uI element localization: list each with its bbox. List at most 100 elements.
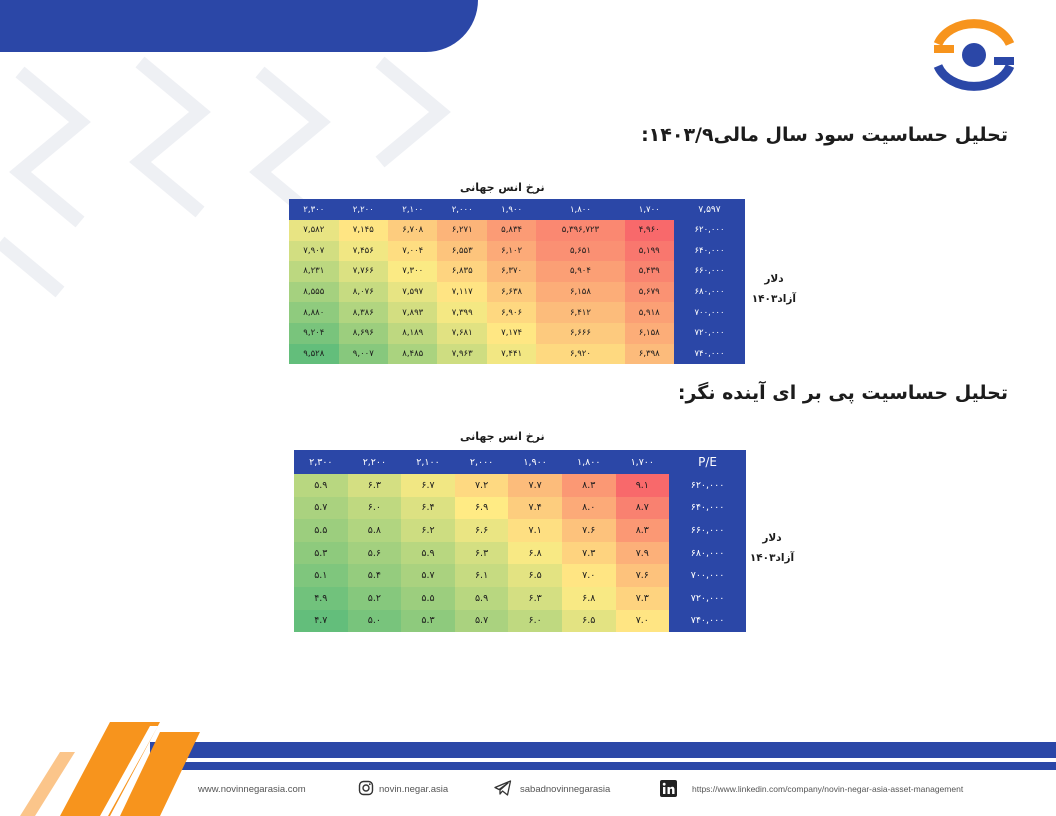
footer-linkedin[interactable]: https://www.linkedin.com/company/novin-n… (692, 784, 964, 794)
row-header: ۶۸۰,۰۰۰ (673, 281, 745, 303)
table-cell: ۸.۳ (561, 474, 616, 497)
table-cell: ۵,۳۹۶,۷۲۳ (536, 220, 625, 241)
row-header: ۶۶۰,۰۰۰ (673, 261, 745, 282)
table-cell: ۶.۰ (508, 609, 562, 633)
row-header: ۷۰۰,۰۰۰ (673, 302, 745, 323)
column-header: ۲,۲۰۰ (347, 450, 402, 474)
footer-website[interactable]: www.novinnegarasia.com (198, 784, 306, 795)
table-cell: ۵.۷ (454, 609, 509, 633)
column-header: ۱,۷۰۰ (615, 450, 670, 474)
row-header: ۶۶۰,۰۰۰ (669, 519, 746, 542)
table-cell: ۷,۳۰۰ (388, 261, 438, 282)
profit-sensitivity-table: ۷,۵۹۷ ۱,۷۰۰ ۱,۸۰۰ ۱,۹۰۰ ۲,۰۰۰ ۲,۱۰۰ ۲,۲۰… (289, 199, 745, 365)
table-cell: ۶.۳ (454, 541, 509, 565)
footer-instagram[interactable]: novin.negar.asia (379, 784, 449, 795)
table-cell: ۵.۷ (401, 564, 455, 587)
table-cell: ۵,۸۳۴ (486, 220, 537, 241)
table-cell: ۶,۳۹۸ (624, 343, 674, 365)
footer-telegram[interactable]: sabadnovinnegarasia (520, 784, 611, 795)
row-header: ۶۲۰,۰۰۰ (669, 474, 746, 497)
table-cell: ۷.۲ (454, 474, 509, 497)
table-cell: ۷.۱ (508, 519, 562, 542)
table-row: ۶۲۰,۰۰۰ ۹.۱ ۸.۳ ۷.۷ ۷.۲ ۶.۷ ۶.۳ ۵.۹ (294, 474, 746, 497)
table-cell: ۶.۷ (401, 474, 455, 497)
table-cell: ۵.۹ (454, 586, 509, 610)
table-cell: ۵.۶ (347, 541, 402, 565)
table-cell: ۵.۵ (401, 586, 455, 610)
table-cell: ۸,۵۵۵ (289, 281, 339, 303)
table-cell: ۸,۸۸۰ (289, 302, 339, 323)
table-cell: ۶,۱۵۸ (536, 281, 625, 303)
table-cell: ۶,۶۳۸ (486, 281, 537, 303)
table-row: ۷۰۰,۰۰۰ ۵,۹۱۸ ۶,۴۱۲ ۶,۹۰۶ ۷,۳۹۹ ۷,۸۹۳ ۸,۳۸۶ ۸,۸… (289, 302, 745, 323)
table-cell: ۷.۷ (508, 474, 562, 497)
table-body: ۶۲۰,۰۰۰ ۴,۹۶۰ ۵,۳۹۶,۷۲۳ ۵,۸۳۴ ۶,۲۷۱ ۶,۷۰۸ ۷,۱۴… (289, 220, 745, 365)
table-cell: ۵,۱۹۹ (624, 240, 674, 262)
table-cell: ۵.۲ (347, 586, 402, 610)
row-title-line: دلار (764, 273, 784, 285)
corner-cell: ۷,۵۹۷ (673, 199, 745, 220)
table-cell: ۶,۶۶۶ (536, 322, 625, 344)
table-header-row: ۷,۵۹۷ ۱,۷۰۰ ۱,۸۰۰ ۱,۹۰۰ ۲,۰۰۰ ۲,۱۰۰ ۲,۲۰… (289, 199, 745, 220)
table-row: ۶۸۰,۰۰۰ ۷.۹ ۷.۳ ۶.۸ ۶.۳ ۵.۹ ۵.۶ ۵.۳ (294, 541, 746, 565)
table-1-column-title: نرخ انس جهانی (460, 181, 545, 194)
table-cell: ۷.۰ (615, 609, 670, 633)
row-header: ۶۴۰,۰۰۰ (673, 240, 745, 262)
instagram-icon[interactable] (358, 780, 374, 796)
table-cell: ۸,۲۳۱ (289, 261, 339, 282)
telegram-icon[interactable] (494, 780, 512, 796)
table-cell: ۷,۱۴۵ (338, 220, 389, 241)
table-cell: ۹.۱ (615, 474, 670, 497)
table-cell: ۷,۶۸۱ (437, 322, 487, 344)
table-cell: ۴,۹۶۰ (624, 220, 674, 241)
table-cell: ۶.۳ (508, 586, 562, 610)
table-row: ۷۰۰,۰۰۰ ۷.۶ ۷.۰ ۶.۵ ۶.۱ ۵.۷ ۵.۴ ۵.۱ (294, 564, 746, 587)
table-cell: ۷.۳ (615, 586, 670, 610)
row-title-line: دلار (762, 532, 782, 544)
profit-sensitivity-heading: تحلیل حساسیت سود سال مالی۱۴۰۳/۹: (641, 124, 1008, 146)
table-cell: ۷,۴۴۱ (486, 343, 537, 365)
column-header: ۲,۲۰۰ (338, 199, 389, 220)
table-cell: ۶,۱۵۸ (624, 322, 674, 344)
table-cell: ۶.۸ (508, 541, 562, 565)
table-cell: ۶,۲۷۱ (437, 220, 487, 241)
table-body: ۶۲۰,۰۰۰ ۹.۱ ۸.۳ ۷.۷ ۷.۲ ۶.۷ ۶.۳ ۵.۹ ۶۴۰,۰۰۰ ۸.۷ ۸.… (294, 474, 746, 633)
table-cell: ۶,۵۵۳ (437, 240, 487, 262)
row-header: ۷۲۰,۰۰۰ (669, 586, 746, 610)
footer-stripes (20, 722, 1056, 816)
table-cell: ۶,۱۰۲ (486, 240, 537, 262)
table-cell: ۷.۰ (561, 564, 616, 587)
table-cell: ۸.۷ (615, 496, 670, 520)
table-cell: ۵,۴۳۹ (624, 261, 674, 282)
table-cell: ۸,۶۹۶ (338, 322, 389, 344)
table-cell: ۷,۹۶۳ (437, 343, 487, 365)
table-cell: ۶,۴۱۲ (536, 302, 625, 323)
table-2-column-title: نرخ انس جهانی (460, 430, 545, 443)
table-cell: ۸,۰۷۶ (338, 281, 389, 303)
table-cell: ۶.۹ (454, 496, 509, 520)
table-cell: ۹,۰۰۷ (338, 343, 389, 365)
table-cell: ۵.۹ (401, 541, 455, 565)
column-header: ۲,۳۰۰ (294, 450, 348, 474)
table-cell: ۶.۴ (401, 496, 455, 520)
table-cell: ۶.۰ (347, 496, 402, 520)
table-cell: ۵.۴ (347, 564, 402, 587)
table-cell: ۵.۳ (401, 609, 455, 633)
table-cell: ۷,۳۹۹ (437, 302, 487, 323)
pe-sensitivity-heading: تحلیل حساسیت پی بر ای آینده نگر: (677, 382, 1008, 404)
table-row: ۶۸۰,۰۰۰ ۵,۶۷۹ ۶,۱۵۸ ۶,۶۳۸ ۷,۱۱۷ ۷,۵۹۷ ۸,۰۷۶ ۸,۵… (289, 281, 745, 303)
column-header: ۱,۷۰۰ (624, 199, 674, 220)
table-cell: ۷,۷۶۶ (338, 261, 389, 282)
linkedin-icon[interactable] (660, 780, 677, 797)
row-header: ۶۴۰,۰۰۰ (669, 496, 746, 520)
table-cell: ۹,۲۰۴ (289, 322, 339, 344)
table-cell: ۸.۳ (615, 519, 670, 542)
table-cell: ۵,۹۰۴ (536, 261, 625, 282)
table-cell: ۵,۹۱۸ (624, 302, 674, 323)
table-cell: ۸,۳۸۶ (338, 302, 389, 323)
table-cell: ۶.۳ (347, 474, 402, 497)
table-cell: ۵.۵ (294, 519, 348, 542)
table-cell: ۵,۶۵۱ (536, 240, 625, 262)
company-logo (933, 19, 1015, 91)
column-header: ۲,۳۰۰ (289, 199, 339, 220)
